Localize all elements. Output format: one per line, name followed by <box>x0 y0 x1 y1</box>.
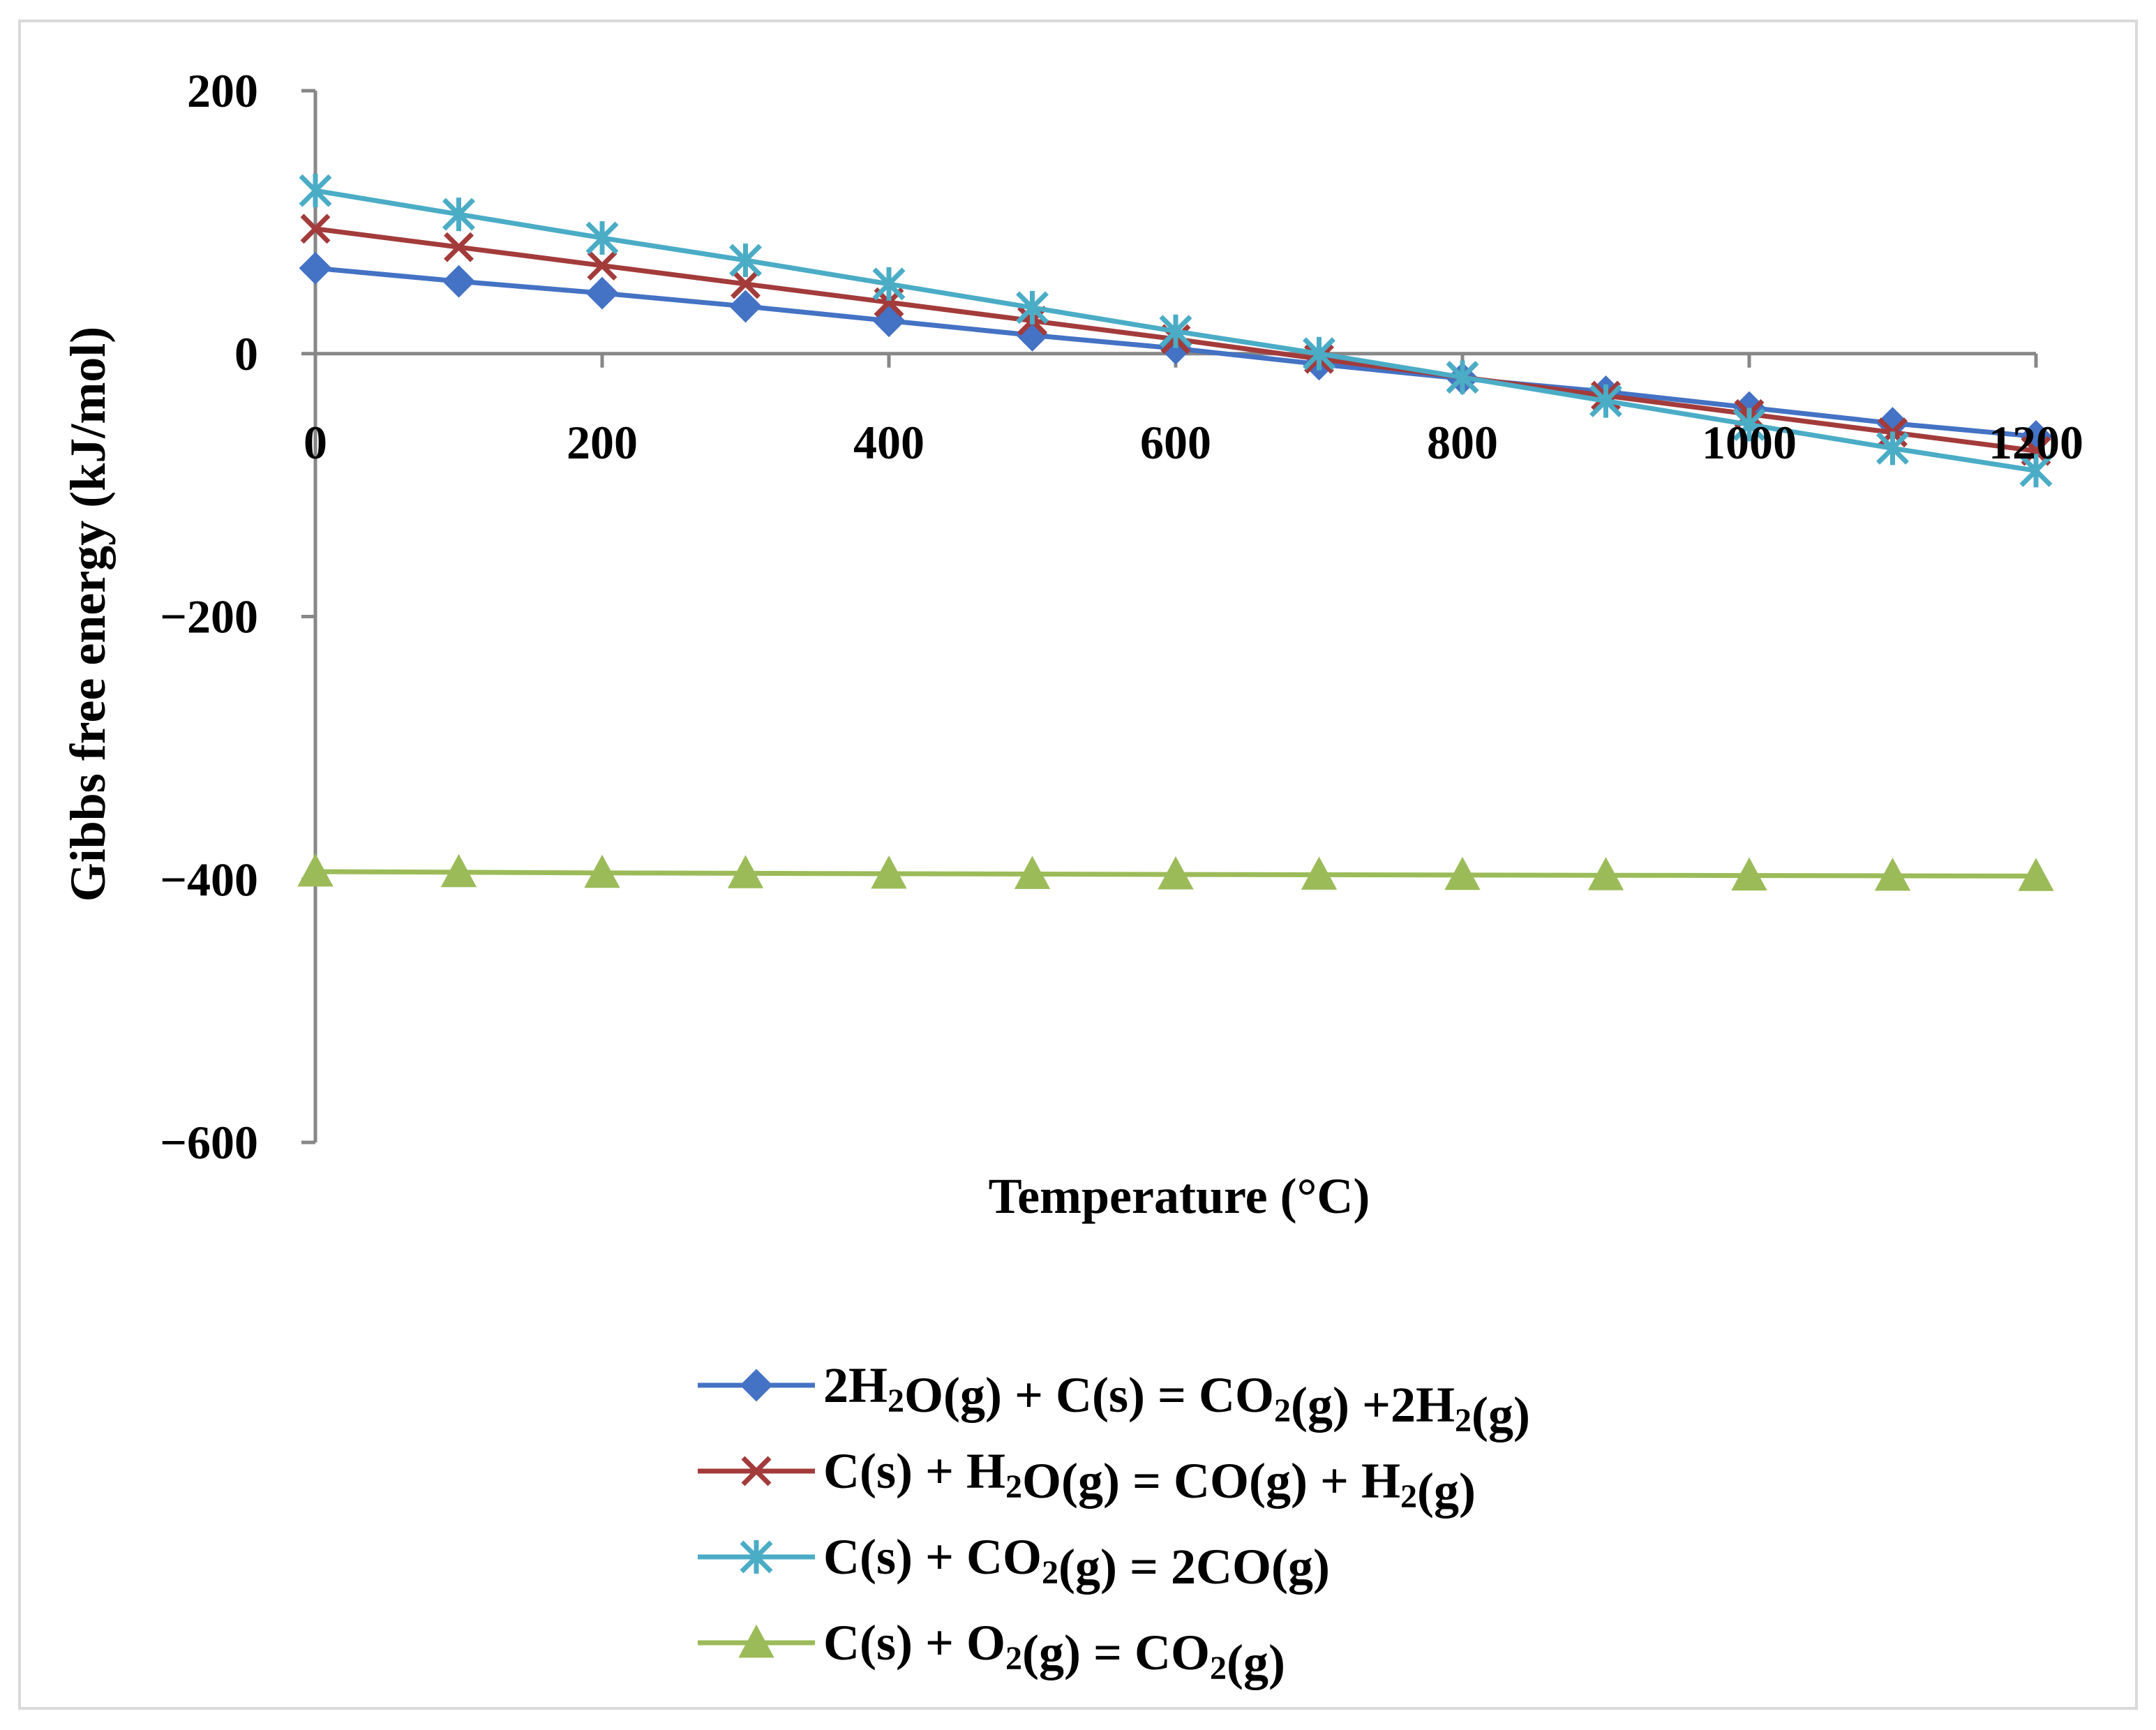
chart-frame <box>18 20 2138 1710</box>
legend-marker <box>741 1456 772 1486</box>
data-point <box>1016 290 1049 325</box>
legend-label: C(s) + O2(g) = CO2(g) <box>823 1615 1285 1690</box>
y-tick-label: −200 <box>160 590 258 643</box>
legend-marker <box>738 1624 774 1658</box>
legend-entry: C(s) + CO2(g) = 2CO(g) <box>698 1529 1330 1595</box>
data-point <box>2019 454 2053 488</box>
x-tick-label: 600 <box>1140 416 1211 469</box>
data-point <box>585 221 619 255</box>
data-point <box>297 853 334 887</box>
data-point <box>299 174 332 208</box>
data-point <box>871 855 907 889</box>
data-point <box>1444 856 1481 890</box>
tick-labels: 200 0 −200 −400 −600 0 200 400 600 800 1000 1200 <box>160 64 2083 1169</box>
data-point <box>442 264 475 298</box>
data-point <box>729 244 762 278</box>
legend: 2H2O(g) + C(s) = CO2(g) +2H2(g)C(s) + H2… <box>698 1357 1530 1690</box>
legend-label: C(s) + H2O(g) = CO(g) + H2(g) <box>823 1443 1476 1519</box>
data-point <box>872 267 906 301</box>
data-point <box>2018 858 2054 891</box>
legend-marker <box>740 1369 773 1402</box>
data-point <box>1303 336 1335 371</box>
data-point <box>1301 856 1338 890</box>
data-point <box>584 854 620 888</box>
data-point <box>299 251 332 285</box>
data-point <box>1589 384 1622 418</box>
legend-marker <box>740 1540 773 1574</box>
data-point <box>731 269 761 299</box>
data-point <box>300 214 331 244</box>
data-point <box>1446 360 1479 394</box>
y-tick-label: 0 <box>234 327 258 380</box>
series-3 <box>299 174 2053 488</box>
y-axis-title: Gibbs free energy (kJ/mol) <box>60 327 116 902</box>
x-tick-label: 1000 <box>1702 416 1797 469</box>
data-point <box>1876 431 1909 465</box>
data-point <box>585 276 619 310</box>
data-point <box>587 251 617 281</box>
x-tick-label: 1200 <box>1989 416 2083 469</box>
x-tick-label: 800 <box>1427 416 1498 469</box>
y-tick-label: −400 <box>160 853 258 906</box>
series-layer <box>297 174 2054 891</box>
legend-entry: 2H2O(g) + C(s) = CO2(g) +2H2(g) <box>698 1357 1530 1442</box>
y-tick-label: 200 <box>187 64 258 117</box>
data-point <box>442 197 475 232</box>
data-point <box>1732 408 1766 442</box>
data-point <box>729 290 762 323</box>
data-point <box>1014 856 1051 889</box>
legend-label: 2H2O(g) + C(s) = CO2(g) +2H2(g) <box>823 1357 1530 1442</box>
data-point <box>1159 314 1192 348</box>
data-point <box>444 232 474 262</box>
data-point <box>1731 857 1767 890</box>
legend-entry: C(s) + H2O(g) = CO(g) + H2(g) <box>698 1443 1476 1519</box>
legend-label: C(s) + CO2(g) = 2CO(g) <box>823 1529 1330 1595</box>
x-tick-label: 0 <box>304 416 327 469</box>
x-tick-label: 200 <box>567 416 638 469</box>
x-axis-title: Temperature (°C) <box>989 1168 1370 1224</box>
x-tick-label: 400 <box>853 416 924 469</box>
data-point <box>1587 857 1624 890</box>
legend-entry: C(s) + O2(g) = CO2(g) <box>698 1615 1285 1690</box>
series-4 <box>297 853 2054 891</box>
y-tick-label: −600 <box>160 1116 258 1169</box>
data-point <box>727 855 764 888</box>
data-point <box>440 853 477 888</box>
data-point <box>1158 856 1194 890</box>
data-point <box>1874 857 1911 891</box>
